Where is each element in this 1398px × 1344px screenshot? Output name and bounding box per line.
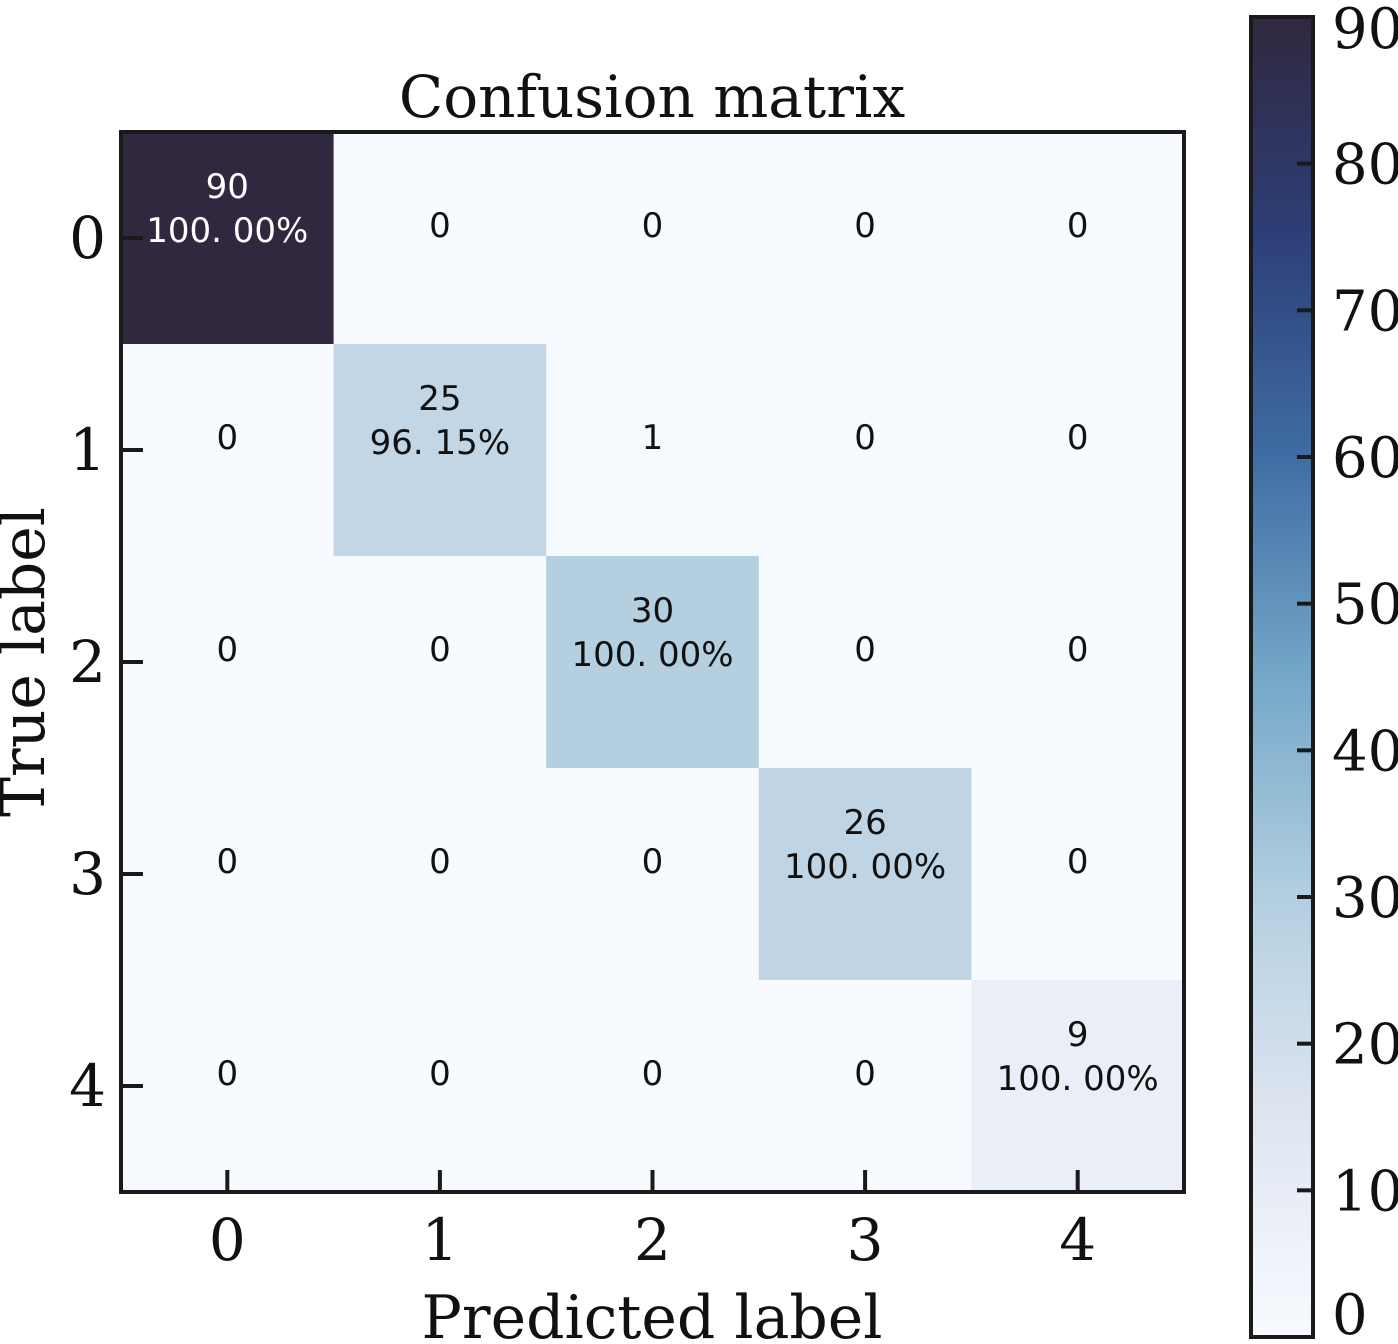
- x-tick-label: 0: [209, 1206, 246, 1274]
- cell-count-label: 0: [429, 1054, 451, 1094]
- heatmap-cells: [121, 132, 1185, 1193]
- cell-count-label: 0: [1067, 842, 1089, 882]
- cell-count-label: 0: [216, 418, 238, 458]
- colorbar-ticks: 0 10 20 30 40 50 60 70 80 90: [1297, 0, 1398, 1344]
- heatmap-cell: [758, 768, 972, 981]
- heatmap-cell: [546, 768, 760, 981]
- cell-count-label: 30: [631, 591, 674, 631]
- colorbar-tick-label: 70: [1332, 279, 1398, 344]
- y-tick-label: 2: [69, 628, 106, 696]
- heatmap-cell: [121, 980, 335, 1193]
- chart-title: Confusion matrix: [399, 63, 905, 131]
- colorbar-tick-label: 90: [1332, 0, 1398, 62]
- colorbar: [1249, 15, 1315, 1339]
- y-tick-label: 0: [69, 204, 106, 272]
- cell-count-label: 90: [206, 167, 249, 207]
- heatmap-cell: [971, 980, 1185, 1193]
- colorbar-tick-label: 10: [1332, 1159, 1398, 1224]
- heatmap-cell: [121, 132, 335, 345]
- cell-count-label: 0: [854, 206, 876, 246]
- heatmap-cell: [333, 344, 547, 557]
- heatmap-cell: [121, 344, 335, 557]
- cell-count-label: 25: [418, 379, 461, 419]
- heatmap-cell: [971, 556, 1185, 769]
- cell-count-label: 0: [216, 630, 238, 670]
- cell-count-label: 9: [1067, 1015, 1089, 1055]
- cell-percent-label: 100. 00%: [571, 635, 733, 675]
- heatmap-cell: [121, 768, 335, 981]
- x-tick-label: 2: [634, 1206, 671, 1274]
- cell-count-label: 1: [642, 418, 664, 458]
- heatmap-cell: [758, 132, 972, 345]
- colorbar-tick-label: 60: [1332, 426, 1398, 491]
- heatmap-cell: [333, 980, 547, 1193]
- cell-percent-label: 96. 15%: [370, 423, 510, 463]
- heatmap-cell: [121, 556, 335, 769]
- cell-count-label: 0: [429, 206, 451, 246]
- x-tick-label: 4: [1059, 1206, 1096, 1274]
- x-tick-label: 1: [421, 1206, 458, 1274]
- heatmap-cell: [971, 132, 1185, 345]
- heatmap-cell: [546, 344, 760, 557]
- cell-count-label: 0: [854, 418, 876, 458]
- cell-count-label: 0: [642, 206, 664, 246]
- x-axis-label: Predicted label: [422, 1283, 883, 1344]
- y-tick-label: 4: [69, 1052, 106, 1120]
- cell-count-label: 0: [429, 630, 451, 670]
- cell-count-label: 0: [642, 1054, 664, 1094]
- heatmap-cell: [758, 344, 972, 557]
- cell-count-label: 0: [216, 1054, 238, 1094]
- cell-count-label: 0: [429, 842, 451, 882]
- cell-count-label: 0: [854, 1054, 876, 1094]
- y-tick-label: 3: [69, 840, 106, 908]
- y-tick-label: 1: [69, 416, 106, 484]
- heatmap-cell: [546, 980, 760, 1193]
- heatmap-cell: [333, 556, 547, 769]
- x-tick-label: 3: [847, 1206, 884, 1274]
- heatmap-cell: [333, 132, 547, 345]
- colorbar-tick-label: 50: [1332, 573, 1398, 638]
- heatmap-cell: [546, 132, 760, 345]
- y-axis-label: True label: [0, 507, 59, 817]
- cell-count-label: 0: [1067, 630, 1089, 670]
- y-axis-ticks: 0 1 2 3 4: [69, 204, 143, 1120]
- cell-count-label: 0: [854, 630, 876, 670]
- colorbar-tick-label: 40: [1332, 719, 1398, 784]
- cell-count-label: 26: [843, 803, 886, 843]
- heatmap-cell: [758, 980, 972, 1193]
- cell-percent-label: 100. 00%: [997, 1059, 1159, 1099]
- heatmap-cell: [758, 556, 972, 769]
- colorbar-tick-label: 20: [1332, 1013, 1398, 1078]
- x-axis-ticks: 0 1 2 3 4: [209, 1170, 1096, 1274]
- heatmap-cell: [971, 768, 1185, 981]
- colorbar-tick-label: 30: [1332, 866, 1398, 931]
- cell-count-label: 0: [1067, 418, 1089, 458]
- heatmap-cell: [971, 344, 1185, 557]
- cell-percent-label: 100. 00%: [784, 847, 946, 887]
- cell-percent-label: 100. 00%: [146, 211, 308, 251]
- cell-count-label: 0: [216, 842, 238, 882]
- colorbar-tick-label: 80: [1332, 133, 1398, 198]
- cell-count-label: 0: [642, 842, 664, 882]
- cell-count-label: 0: [1067, 206, 1089, 246]
- heatmap-cell: [333, 768, 547, 981]
- heatmap-cell: [546, 556, 760, 769]
- colorbar-tick-label: 0: [1332, 1283, 1368, 1344]
